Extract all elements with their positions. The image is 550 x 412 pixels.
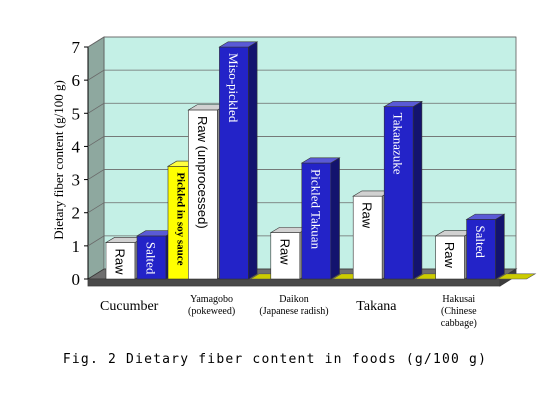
bar-top bbox=[465, 213, 506, 220]
gridline bbox=[87, 169, 516, 180]
y-tick-label: 0 bbox=[72, 270, 81, 289]
x-category-label: Takana bbox=[356, 299, 397, 314]
plot-side-wall bbox=[87, 36, 105, 280]
bars: Raw Salted Pickled in soy sauce Raw (unproc… bbox=[104, 41, 537, 280]
y-tick-label: 7 bbox=[72, 38, 81, 57]
bar-side bbox=[412, 100, 423, 280]
bar-front bbox=[188, 109, 218, 280]
bar-front bbox=[383, 106, 414, 280]
bar: Salted bbox=[465, 213, 506, 280]
x-category-label: Cucumber bbox=[100, 299, 159, 314]
x-axis-labels: Cucumber Yamagobo (pokeweed) Daikon (Japanes… bbox=[100, 294, 477, 329]
bar-label: Raw bbox=[442, 242, 457, 269]
bar-front bbox=[136, 235, 167, 280]
bar-front bbox=[352, 195, 383, 280]
bar-label: Salted bbox=[144, 242, 159, 275]
x-category-label: Yamagobo (pokeweed) bbox=[188, 294, 235, 317]
figure-caption: Fig. 2 Dietary fiber content in foods (g… bbox=[62, 352, 488, 367]
bar-front bbox=[105, 242, 136, 280]
bar: Takanazuke bbox=[383, 100, 423, 280]
bar-label: Takanazuke bbox=[391, 113, 406, 175]
bar-side bbox=[495, 213, 505, 280]
y-tick-label: 1 bbox=[72, 237, 81, 256]
bar bbox=[496, 273, 537, 280]
bar-label: Raw bbox=[113, 249, 128, 276]
bar-zero-slab bbox=[496, 273, 537, 280]
bar-label: Pickled in soy sauce bbox=[175, 172, 187, 265]
bar-group: Raw Pickled Takuan bbox=[269, 157, 372, 280]
gridline bbox=[87, 136, 516, 147]
bar-label: Raw bbox=[360, 202, 375, 229]
gridline bbox=[87, 36, 516, 48]
bar-group: Raw (unprocessed) Miso-pickled bbox=[187, 41, 290, 280]
y-axis-ticks: 0 1 2 3 4 5 6 7 bbox=[72, 38, 88, 289]
bar-label: Salted bbox=[473, 225, 488, 258]
bar-top bbox=[300, 157, 341, 164]
bar-front bbox=[219, 46, 249, 280]
y-axis-label: Dietary fiber content (g/100 g) bbox=[51, 80, 66, 240]
x-category-label: Daikon (Japanese radish) bbox=[259, 294, 328, 317]
bar-side bbox=[330, 157, 340, 280]
bar: Miso-pickled bbox=[218, 41, 259, 280]
bar-label: Raw bbox=[277, 239, 292, 266]
y-tick-label: 2 bbox=[72, 204, 81, 223]
y-tick-label: 4 bbox=[72, 137, 81, 156]
bar-label: Raw (unprocessed) bbox=[195, 116, 210, 229]
gridline bbox=[87, 102, 516, 114]
x-category-label: Hakusai (Chinese cabbage) bbox=[441, 294, 477, 329]
bar-label: Miso-pickled bbox=[226, 53, 241, 123]
gridline bbox=[87, 69, 516, 81]
bar-front bbox=[466, 219, 496, 280]
y-tick-label: 6 bbox=[72, 71, 81, 90]
y-tick-label: 3 bbox=[72, 171, 81, 190]
bar-side bbox=[248, 41, 258, 280]
bar-label: Pickled Takuan bbox=[308, 169, 323, 250]
bar: Pickled Takuan bbox=[300, 157, 341, 280]
bar-group: Raw Salted bbox=[434, 213, 537, 280]
bar-group: Raw Takanazuke bbox=[352, 100, 454, 280]
plot-floor-front bbox=[87, 278, 501, 287]
bar-top bbox=[383, 101, 423, 107]
y-tick-label: 5 bbox=[72, 104, 81, 123]
bar-top bbox=[218, 41, 259, 48]
